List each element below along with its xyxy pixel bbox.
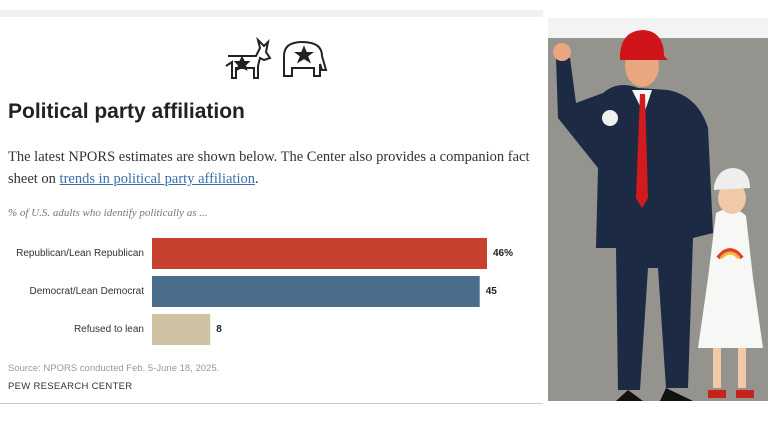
chart-credit: PEW RESEARCH CENTER [8,381,133,392]
value-label: 46% [493,248,513,259]
intro-text: The latest NPORS estimates are shown bel… [8,149,530,187]
category-label: Democrat/Lean Democrat [30,286,145,297]
elephant-icon [283,40,328,77]
top-strip [0,10,543,17]
bar-chart: Republican/Lean Republican 46% Democrat/Le… [16,238,513,345]
intro-end: . [254,171,259,187]
category-label: Republican/Lean Republican [16,248,144,259]
party-icons [225,36,328,79]
bar [152,314,211,345]
fact-sheet-link[interactable]: trends in political party affiliation [59,171,255,187]
donkey-icon [225,36,272,79]
chart-subtitle: % of U.S. adults who identify politicall… [8,207,208,219]
value-label: 8 [216,324,222,335]
bottom-rule [0,403,543,404]
value-label: 45 [486,286,498,297]
bar [152,276,480,307]
bar [152,238,487,269]
intro-paragraph: The latest NPORS estimates are shown bel… [8,146,538,190]
photo [548,18,768,401]
category-label: Refused to lean [74,324,144,335]
chart-source: Source: NPORS conducted Feb. 5-June 18, … [8,363,220,374]
page-title: Political party affiliation [8,100,245,123]
